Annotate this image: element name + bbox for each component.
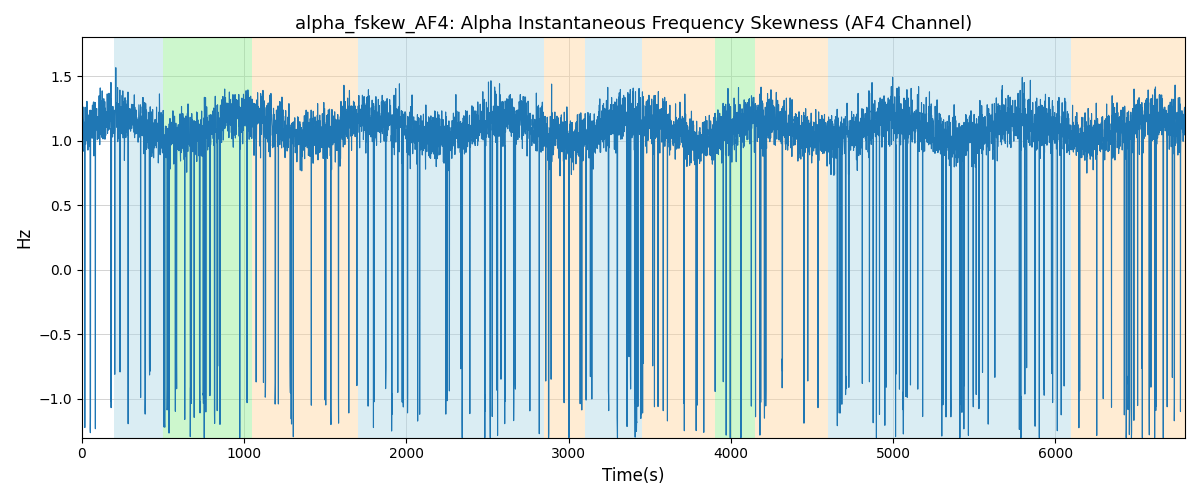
X-axis label: Time(s): Time(s) <box>602 467 665 485</box>
Y-axis label: Hz: Hz <box>14 227 32 248</box>
Bar <box>114 38 163 438</box>
Title: alpha_fskew_AF4: Alpha Instantaneous Frequency Skewness (AF4 Channel): alpha_fskew_AF4: Alpha Instantaneous Fre… <box>295 15 972 34</box>
Bar <box>642 38 714 438</box>
Bar <box>163 38 252 438</box>
Bar <box>828 38 1072 438</box>
Bar <box>1072 38 1184 438</box>
Bar <box>755 38 828 438</box>
Bar <box>584 38 642 438</box>
Bar <box>496 38 545 438</box>
Bar <box>252 38 358 438</box>
Bar <box>714 38 755 438</box>
Bar <box>545 38 584 438</box>
Bar <box>358 38 496 438</box>
